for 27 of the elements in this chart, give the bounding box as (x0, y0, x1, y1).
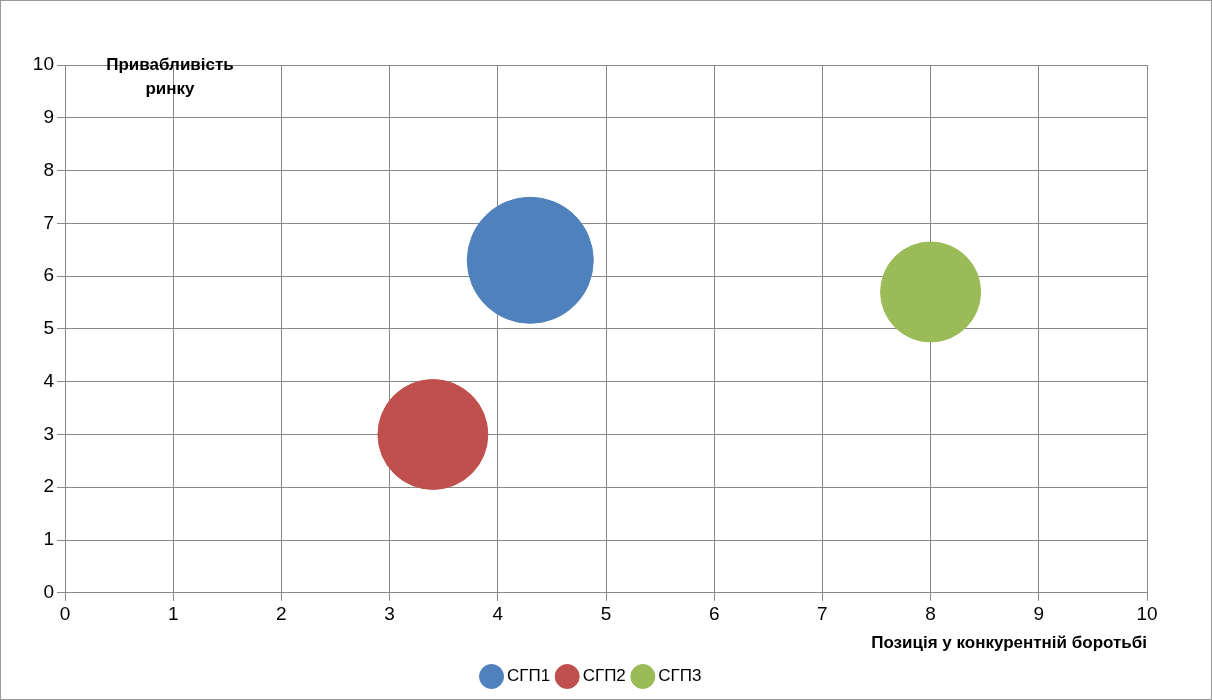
x-tick-label: 10 (1136, 603, 1158, 625)
x-tick-label: 3 (384, 603, 395, 625)
y-axis-title: Привабливість ринку (106, 55, 234, 99)
legend-label: СГП1 (507, 666, 551, 686)
x-axis-title: Позиція у конкурентній боротьбі (871, 633, 1147, 653)
x-tick-label: 9 (1033, 603, 1045, 625)
y-tick-label: 5 (43, 317, 54, 339)
y-tick-label: 8 (43, 158, 54, 180)
x-tick-label: 0 (59, 603, 71, 625)
x-tick-label: 2 (276, 603, 287, 625)
legend-label: СГП2 (582, 666, 626, 686)
y-tick-label: 1 (43, 528, 54, 550)
x-tick-label: 1 (167, 603, 179, 625)
y-tick-label: 6 (43, 264, 54, 286)
x-tick-label: 6 (708, 603, 720, 625)
y-tick-label: 2 (43, 475, 54, 497)
y-tick-label: 10 (32, 53, 54, 75)
y-tick-label: 3 (43, 422, 54, 444)
x-tick-label: 5 (600, 603, 612, 625)
x-tick-label: 4 (492, 603, 504, 625)
y-tick-label: 9 (43, 106, 54, 128)
legend-label: СГП3 (658, 666, 702, 686)
y-tick-label: 7 (43, 211, 54, 233)
y-tick-label: 4 (43, 369, 55, 391)
y-tick-label: 0 (43, 581, 54, 603)
x-tick-label: 7 (817, 603, 828, 625)
x-tick-label: 8 (925, 603, 936, 625)
